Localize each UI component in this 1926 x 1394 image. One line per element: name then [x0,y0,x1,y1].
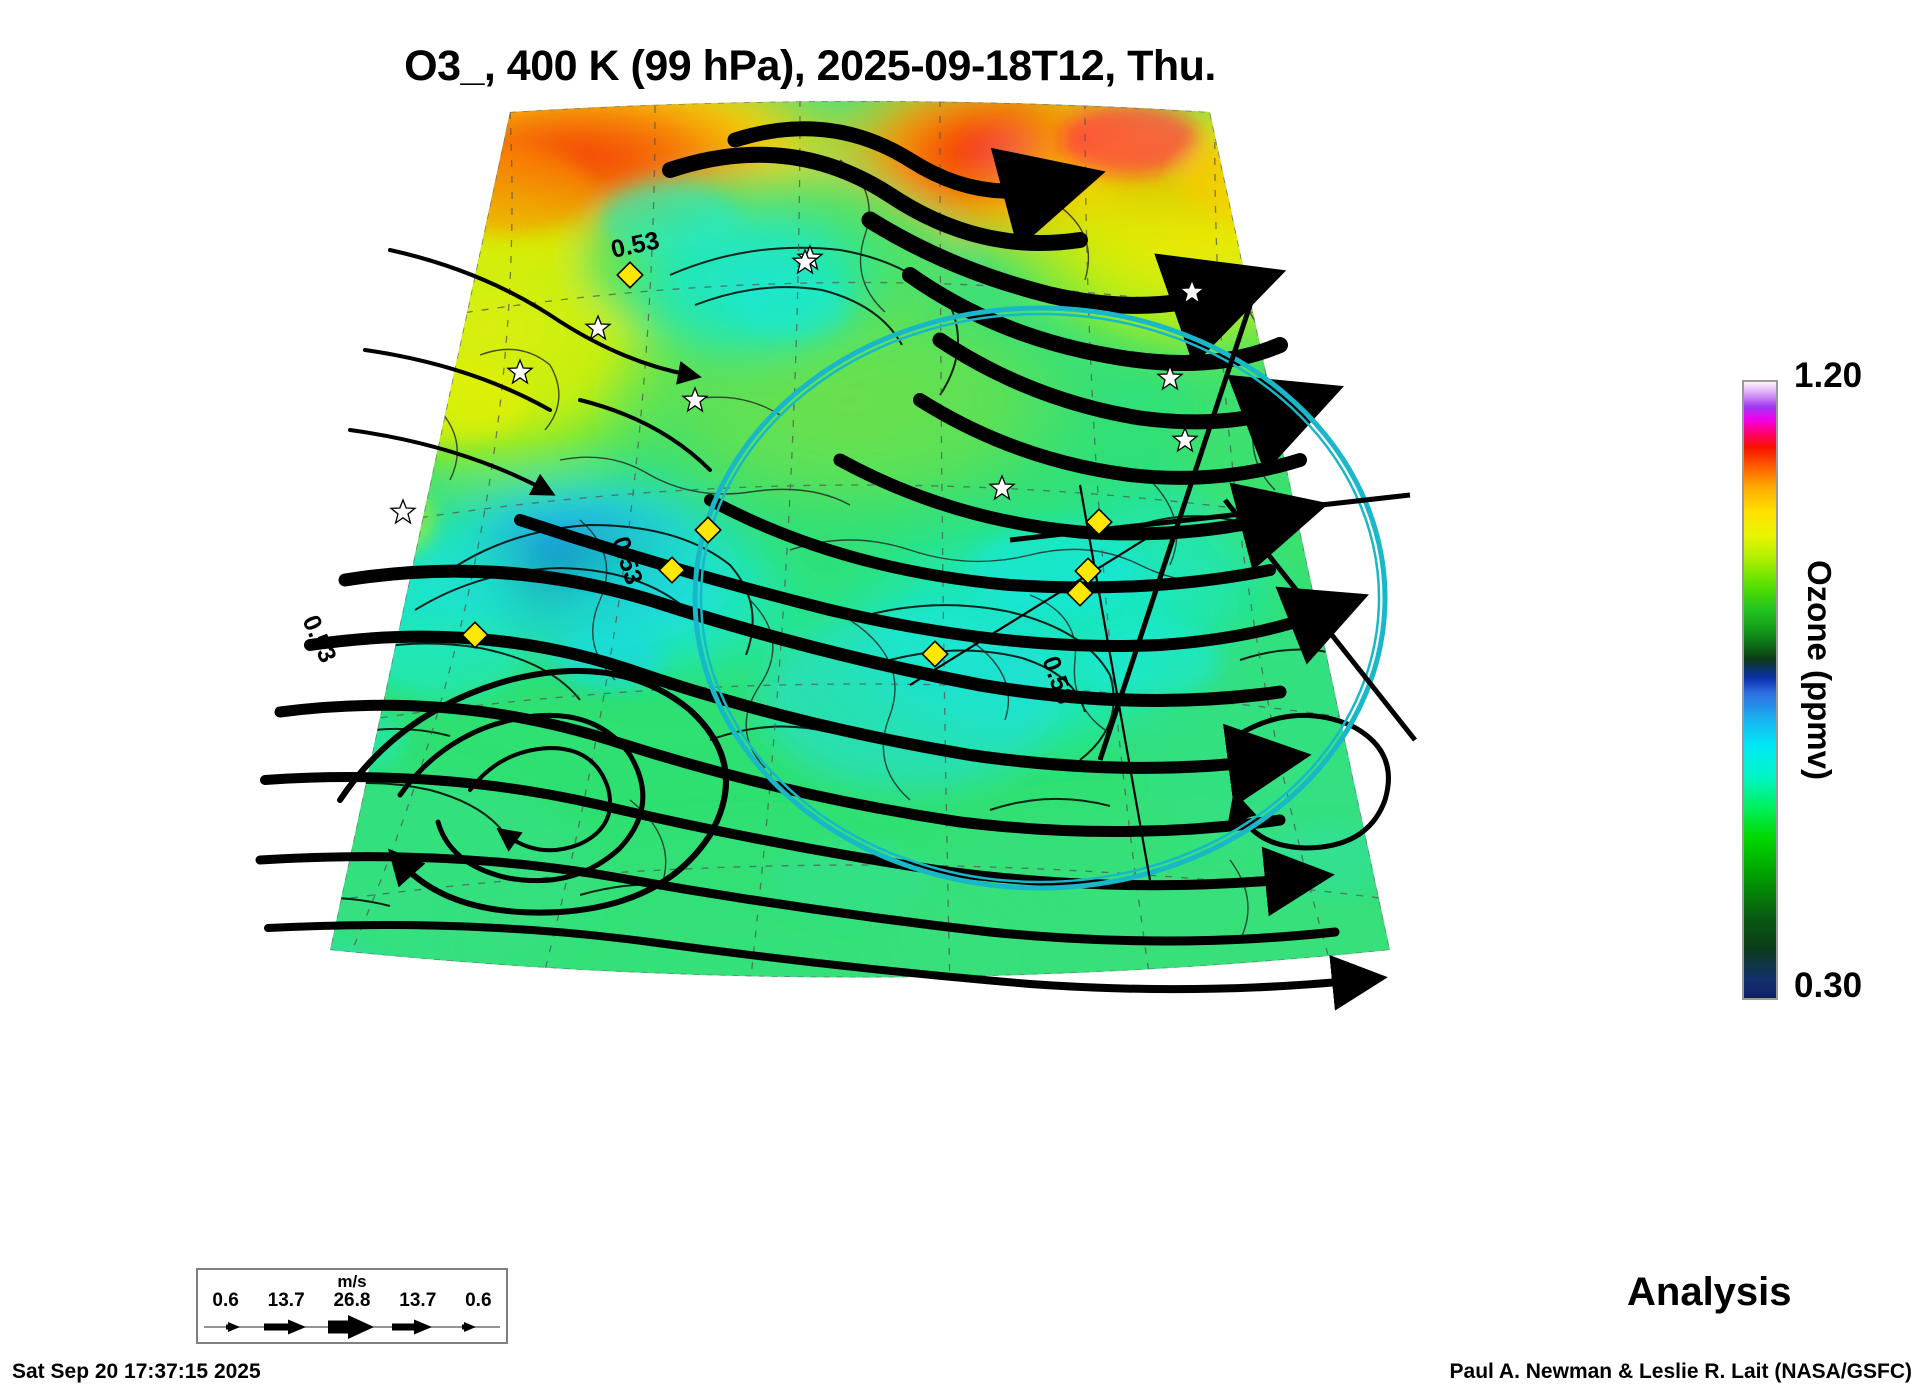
wind-value: 0.6 [212,1290,239,1311]
colorbar-max-label: 1.20 [1794,356,1863,395]
wind-value: 13.7 [399,1290,437,1311]
analysis-label: Analysis [1627,1270,1792,1314]
contour-labels: 0.53 0.53 0.53 0.53 [297,226,1080,707]
wind-units-label: m/s [337,1272,367,1291]
wind-value: 0.6 [465,1290,492,1311]
wind-value: 26.8 [333,1290,371,1311]
graticule [334,101,1390,978]
star-markers [389,244,1206,525]
ozone-field [330,101,1390,978]
wind-value: 13.7 [267,1290,305,1311]
wind-speed-legend: m/s 0.6 13.7 26.8 13.7 0.6 [196,1268,508,1344]
generation-timestamp: Sat Sep 20 17:37:15 2025 [12,1360,261,1383]
svg-text:0.53: 0.53 [297,611,342,667]
colorbar-min-label: 0.30 [1794,966,1863,1005]
map-panel: 0.53 0.53 0.53 0.53 [150,100,1570,1160]
wind-arrow-scale [204,1315,500,1339]
author-credit: Paul A. Newman & Leslie R. Lait (NASA/GS… [1449,1360,1912,1383]
sight-lines [1009,289,1417,761]
colorbar: 1.20 0.30 Ozone (ppmv) [1742,356,1926,1005]
page-title: O3_, 400 K (99 hPa), 2025-09-18T12, Thu. [404,42,1216,90]
colorbar-gradient [1742,380,1778,1000]
terminator-circle [692,305,1388,891]
station-markers [389,244,1206,668]
wind-values-row: 0.6 13.7 26.8 13.7 0.6 [198,1290,506,1312]
colorbar-axis-label: Ozone (ppmv) [1801,560,1838,780]
